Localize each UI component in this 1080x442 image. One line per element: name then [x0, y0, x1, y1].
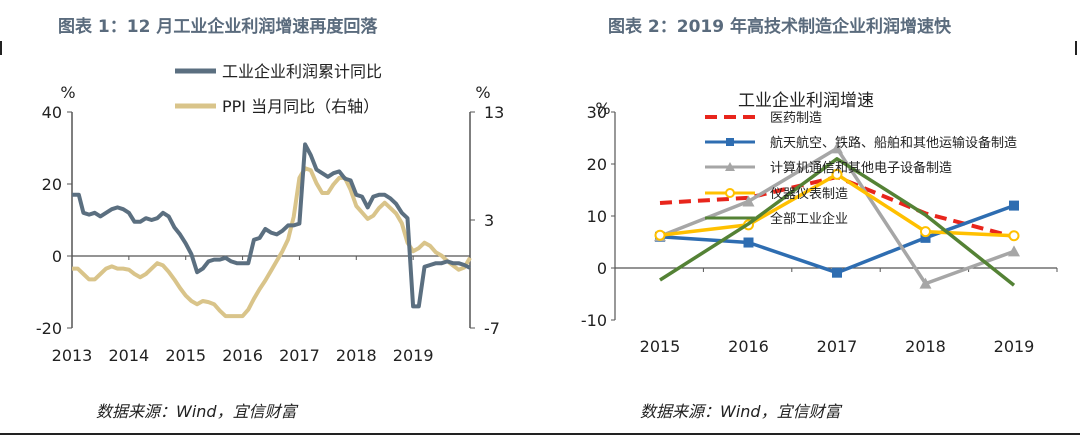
- series-marker-2: [831, 142, 843, 154]
- x-tick-label: 2018: [905, 337, 946, 356]
- right-panel-title: 图表 2：2019 年高技术制造企业利润增速快: [608, 17, 951, 37]
- x-tick-label: 2016: [728, 337, 769, 356]
- x-tick-label: 2014: [108, 346, 149, 365]
- x-tick-label: 2015: [165, 346, 206, 365]
- series-marker-1: [1009, 200, 1019, 211]
- left-chart: -20 0 20 40% -7 3 13% 2013 2014 2015 2016 2017 2018 2…: [36, 62, 505, 365]
- right-y-tick-label: 13: [484, 103, 504, 122]
- y-tick-label: 10: [587, 207, 607, 226]
- series-line-profit: [72, 142, 471, 309]
- left-y-tick-label: 20: [42, 175, 62, 194]
- x-tick-label: 2013: [52, 346, 93, 365]
- legend-marker-2: [725, 162, 735, 171]
- series-marker-1: [920, 232, 931, 243]
- legend-label-2: 计算机通信和其他电子设备制造: [770, 160, 952, 176]
- series-marker-1: [832, 267, 842, 278]
- series-marker-3: [831, 168, 843, 180]
- legend-marker-3: [725, 188, 735, 198]
- series-marker-3: [920, 226, 931, 238]
- legend-label-4: 全部工业企业: [770, 211, 848, 227]
- y-tick-label: 20: [587, 155, 607, 174]
- x-tick-label: 2015: [640, 337, 681, 356]
- series-line-4: [659, 157, 1016, 287]
- right-source-note: 数据来源：Wind，宜信财富: [640, 402, 841, 421]
- y-tick-label: -10: [581, 311, 607, 330]
- legend-marker-1: [726, 138, 734, 146]
- series-marker-1: [743, 237, 754, 248]
- right-y-tick-label: 3: [484, 211, 494, 230]
- legend-label-1: 航天航空、铁路、船舶和其他运输设备制造: [770, 135, 1017, 151]
- left-y-unit: %: [60, 83, 75, 102]
- left-y-tick-label: -20: [36, 319, 62, 338]
- right-frame-mark: [1075, 41, 1077, 55]
- y-tick-label: 30: [587, 103, 607, 122]
- series-line-ppi: [72, 166, 472, 319]
- left-frame-mark: [0, 41, 2, 55]
- right-y-unit: %: [475, 83, 490, 102]
- left-y-tick-label: 40: [42, 103, 62, 122]
- y-unit: %: [595, 99, 610, 118]
- legend-label: 工业企业利润累计同比: [222, 62, 382, 81]
- x-tick-label: 2016: [222, 346, 263, 365]
- bottom-rule: [0, 433, 1080, 435]
- series-marker-2: [919, 277, 932, 289]
- series-marker-3: [654, 229, 666, 241]
- legend-label-0: 医药制造: [770, 111, 822, 126]
- x-tick-label: 2018: [336, 346, 377, 365]
- x-tick-label: 2019: [393, 346, 434, 365]
- x-tick-label: 2017: [279, 346, 320, 365]
- chart-title: 工业企业利润增速: [738, 91, 874, 111]
- x-tick-label: 2019: [994, 337, 1035, 356]
- series-marker-3: [1008, 230, 1020, 242]
- y-tick-label: 0: [597, 259, 607, 278]
- legend-label: PPI 当月同比（右轴）: [222, 97, 379, 116]
- series-marker-2: [742, 195, 755, 207]
- left-panel-title: 图表 1：12 月工业企业利润增速再度回落: [58, 17, 378, 37]
- x-tick-label: 2017: [817, 337, 858, 356]
- right-y-tick-label: -7: [484, 319, 500, 338]
- left-y-tick-label: 0: [52, 247, 62, 266]
- legend-label-3: 仪器仪表制造: [770, 187, 848, 202]
- left-source-note: 数据来源：Wind，宜信财富: [96, 402, 297, 421]
- right-chart: -10 0 10 20 30% 2015 2016 2017 2018 2019 工业企业利润增速医…: [581, 91, 1058, 356]
- series-marker-2: [1008, 245, 1020, 257]
